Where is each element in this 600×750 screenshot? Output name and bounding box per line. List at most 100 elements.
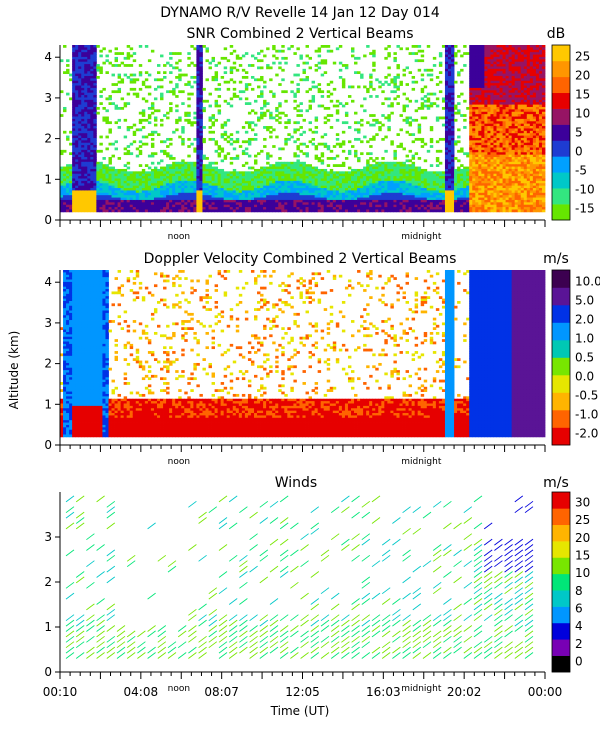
snr-cell: [299, 102, 303, 105]
snr-cell: [199, 185, 203, 189]
snr-cell: [181, 168, 185, 172]
snr-cell: [335, 180, 340, 184]
snr-cell: [457, 109, 461, 113]
snr-cell: [175, 199, 179, 203]
snr-cell: [463, 118, 467, 122]
snr-cell: [257, 199, 261, 203]
snr-cell: [93, 104, 97, 108]
snr-cell: [138, 140, 143, 144]
snr-cell: [244, 176, 249, 179]
snr-cell: [290, 192, 294, 196]
snr-cell: [466, 207, 470, 210]
snr-cell: [263, 104, 267, 108]
snr-cell: [72, 111, 76, 115]
snr-cell: [208, 202, 212, 206]
snr-cell: [181, 192, 185, 196]
snr-cell: [414, 204, 419, 208]
snr-cell: [332, 171, 337, 175]
snr-cell: [114, 192, 118, 196]
snr-cell: [84, 47, 88, 51]
snr-cell: [296, 128, 300, 132]
snr-cell: [478, 90, 482, 94]
snr-cell: [448, 116, 452, 120]
snr-cell: [166, 192, 170, 196]
snr-cell: [375, 195, 379, 198]
snr-cell: [451, 195, 455, 198]
snr-cell: [220, 159, 225, 163]
snr-cell: [487, 109, 491, 113]
snr-cell: [69, 204, 73, 208]
snr-cell: [420, 192, 425, 196]
snr-cell: [157, 197, 161, 201]
snr-cell: [169, 90, 173, 94]
snr-cell: [111, 154, 115, 158]
snr-cell: [123, 180, 128, 184]
snr-cell: [220, 147, 225, 151]
snr-cell: [432, 197, 437, 201]
snr-cell: [302, 180, 306, 184]
snr-cell: [75, 114, 79, 117]
snr-cell: [451, 78, 455, 82]
snr-cell: [181, 207, 185, 210]
snr-cell: [111, 171, 115, 175]
snr-cell: [451, 197, 455, 201]
snr-cell: [420, 137, 425, 141]
snr-cell: [463, 185, 467, 189]
snr-cell: [93, 130, 97, 134]
snr-cell: [72, 92, 76, 96]
snr-cell: [329, 126, 334, 129]
snr-cell: [408, 176, 413, 179]
snr-cell: [448, 142, 452, 146]
snr-cell: [302, 183, 306, 187]
snr-cell: [129, 47, 134, 51]
snr-cell: [254, 171, 258, 175]
snr-cell: [87, 128, 91, 132]
snr-cell: [93, 168, 97, 172]
snr-cell: [150, 185, 155, 189]
snr-cell: [220, 197, 225, 201]
snr-cell: [326, 178, 331, 182]
snr-cell: [381, 161, 385, 165]
snr-cell: [332, 173, 337, 177]
snr-cell: [448, 123, 452, 127]
snr-cell: [417, 180, 422, 184]
snr-cell: [281, 183, 285, 187]
snr-cell: [487, 90, 491, 94]
snr-cell: [266, 180, 270, 184]
snr-cell: [172, 180, 176, 184]
snr-cell: [78, 178, 82, 182]
snr-cell: [93, 197, 97, 201]
snr-cell: [408, 166, 413, 170]
snr-cell: [275, 118, 279, 122]
snr-cell: [272, 168, 276, 172]
snr-cell: [487, 47, 491, 51]
snr-cell: [487, 85, 491, 89]
snr-cell: [287, 180, 291, 184]
snr-cell: [163, 140, 167, 144]
snr-cell: [381, 199, 385, 203]
snr-cell: [147, 204, 152, 208]
snr-cell: [63, 180, 67, 184]
snr-cell: [490, 199, 494, 203]
snr-cell: [208, 207, 212, 210]
snr-cell: [226, 185, 231, 189]
snr-cell: [241, 190, 246, 194]
snr-cell: [205, 178, 209, 182]
snr-cell: [196, 188, 200, 191]
snr-cell: [138, 87, 143, 91]
snr-cell: [444, 202, 449, 206]
snr-cell: [196, 185, 200, 189]
snr-cell: [163, 180, 167, 184]
snr-cell: [481, 97, 485, 101]
snr-cell: [393, 176, 397, 179]
snr-cell: [457, 197, 461, 201]
snr-cell: [72, 147, 76, 151]
snr-cell: [205, 168, 209, 172]
snr-cell: [72, 204, 76, 208]
snr-cell: [214, 104, 219, 108]
snr-cell: [475, 202, 479, 206]
snr-cell: [390, 180, 394, 184]
snr-cell: [435, 197, 440, 201]
snr-cell: [269, 176, 273, 179]
snr-cell: [175, 66, 179, 70]
